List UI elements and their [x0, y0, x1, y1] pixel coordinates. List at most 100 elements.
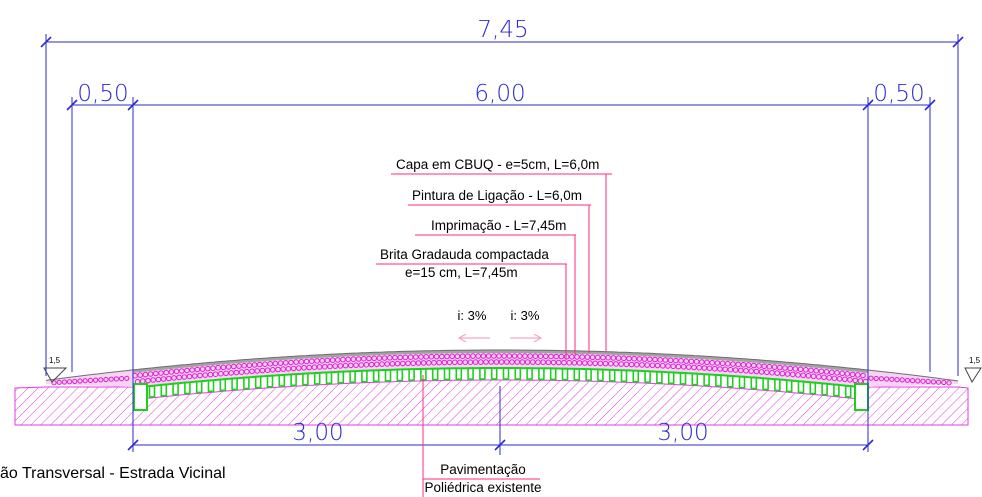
crossfall-left-arrow-head [457, 333, 467, 343]
aggregate-particle [936, 379, 942, 385]
slope-ratio-left: 1,5 [49, 356, 61, 365]
aggregate-particle [205, 365, 211, 372]
aggregate-particle [602, 360, 609, 367]
aggregate-particle [394, 360, 401, 367]
aggregate-particle [535, 359, 541, 366]
aggregate-particle [319, 357, 326, 364]
aggregate-particle [241, 362, 247, 369]
aggregate-particle [511, 353, 518, 359]
aggregate-particle [472, 359, 479, 365]
aggregate-particle [660, 363, 666, 369]
aggregate-particle [483, 359, 489, 365]
aggregate-particle [449, 353, 456, 360]
aggregate-particle [337, 363, 344, 369]
aggregate-particle [158, 370, 164, 376]
aggregate-particle [228, 370, 234, 376]
aggregate-particle [340, 356, 346, 363]
aggregate-particle [693, 358, 700, 365]
aggregate-particle [579, 354, 586, 360]
aggregate-particle [329, 357, 336, 363]
aggregate-particle [597, 360, 604, 367]
aggregate-particle [202, 372, 208, 378]
aggregate-particle [524, 359, 531, 365]
paving-stone [290, 373, 297, 387]
aggregate-particle [467, 359, 474, 366]
paving-stone [715, 374, 722, 387]
dimension-tick [127, 99, 139, 111]
paving-stone [726, 374, 734, 388]
paving-stone [762, 377, 769, 391]
aggregate-particle [517, 353, 523, 359]
aggregate-particle [342, 362, 349, 369]
aggregate-particle [787, 365, 794, 372]
paving-stone [656, 370, 663, 384]
aggregate-particle [236, 363, 242, 369]
aggregate-particle [634, 361, 640, 368]
aggregate-particle [582, 360, 588, 366]
aggregate-particle [93, 377, 99, 383]
aggregate-particle [407, 354, 414, 361]
aggregate-particle [761, 363, 768, 370]
aggregate-particle [771, 364, 778, 370]
paving-stone [667, 371, 675, 385]
aggregate-particle [626, 355, 632, 362]
paving-stone [620, 369, 628, 383]
aggregate-particle [784, 371, 791, 377]
aggregate-particle [244, 368, 250, 375]
aggregate-particle [272, 360, 279, 367]
slope-markers: 1,5 1,5 [43, 356, 982, 384]
aggregate-particle [153, 370, 159, 377]
aggregate-particle [184, 367, 190, 374]
aggregate-particle [738, 367, 744, 374]
aggregate-particle [166, 375, 172, 382]
aggregate-particle [595, 354, 601, 361]
aggregate-particle [259, 367, 266, 374]
aggregate-particle [665, 363, 671, 369]
left-shoulder-width-label: 0,50 [77, 81, 128, 107]
paving-stone [172, 382, 179, 396]
aggregate-particle [576, 360, 583, 366]
crossfall-right-arrow-head [533, 333, 543, 343]
aggregate-particle [67, 379, 73, 385]
dimension-tick [862, 439, 874, 451]
aggregate-particle [168, 369, 175, 375]
paving-stone [302, 372, 309, 386]
aggregate-particle [758, 369, 765, 375]
aggregate-particle [644, 362, 651, 368]
aggregate-particle [207, 371, 214, 378]
surface-course-label: Capa em CBUQ - e=5cm, L=6,0m [396, 157, 599, 172]
aggregate-particle [231, 363, 237, 370]
aggregate-particle [657, 357, 664, 363]
aggregate-particle [363, 361, 370, 368]
aggregate-particle [283, 360, 289, 366]
aggregate-particle [475, 353, 482, 359]
aggregate-particle [493, 359, 500, 365]
aggregate-particle [402, 354, 409, 361]
aggregate-particle [675, 363, 682, 370]
aggregate-particle [899, 377, 905, 383]
aggregate-particle [691, 364, 697, 371]
aggregate-particle [670, 363, 677, 370]
curb-left [133, 383, 148, 411]
aggregate-particle [155, 376, 162, 383]
aggregate-particle [298, 359, 305, 365]
paving-stone [526, 367, 533, 380]
aggregate-particle [683, 358, 690, 364]
aggregate-particle [532, 353, 539, 360]
aggregate-particle [904, 377, 911, 383]
aggregate-particle [608, 360, 614, 367]
aggregate-particle [488, 359, 495, 365]
paving-stone [608, 369, 616, 382]
aggregate-particle [444, 353, 450, 360]
aggregate-particle [257, 361, 263, 368]
surface-course-layer [132, 350, 869, 373]
paving-stone [538, 367, 545, 381]
aggregate-particle [792, 366, 799, 372]
dimension-tick [66, 99, 78, 111]
aggregate-particle [215, 364, 221, 371]
paving-stone [514, 367, 522, 380]
aggregate-particle [249, 368, 255, 375]
dimension-tick [862, 99, 874, 111]
aggregate-particle [920, 378, 926, 384]
aggregate-particle [860, 372, 866, 379]
